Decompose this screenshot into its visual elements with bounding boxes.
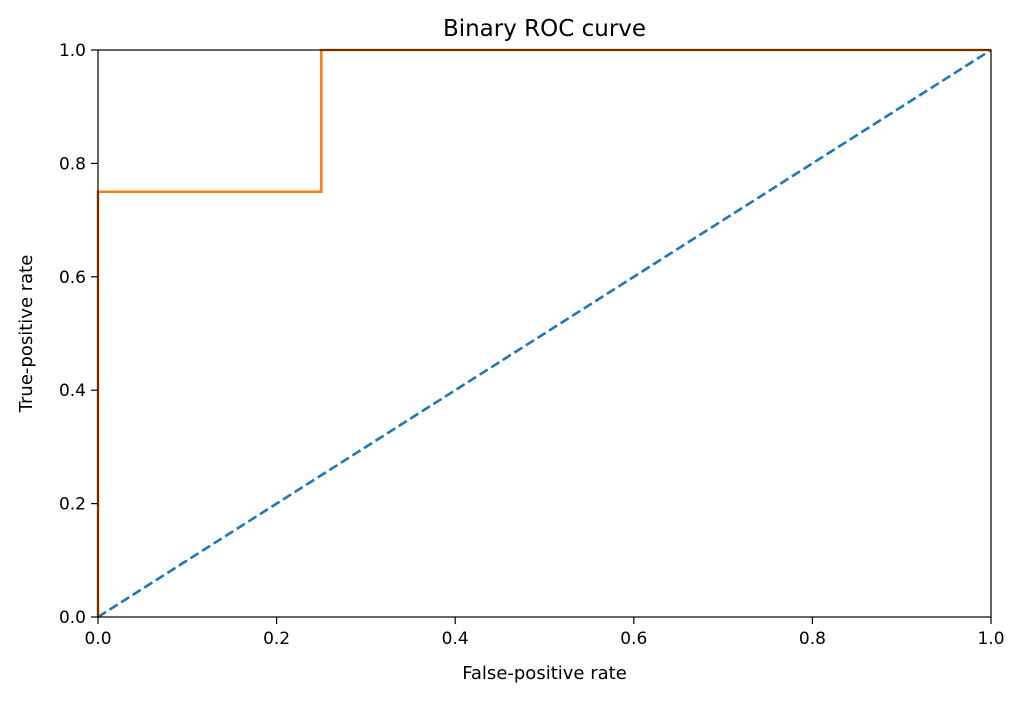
y-axis-label: True-positive rate (16, 255, 37, 414)
x-axis-ticks: 0.0 0.2 0.4 0.6 0.8 1.0 (84, 617, 1005, 649)
x-tick-label: 0.8 (799, 629, 826, 649)
chance-diagonal-line (97, 48, 992, 619)
plot-area (96, 48, 992, 619)
y-tick-label: 0.0 (59, 608, 86, 628)
y-axis-ticks: 0.0 0.2 0.4 0.6 0.8 1.0 (59, 41, 98, 628)
chart-title: Binary ROC curve (443, 16, 646, 42)
x-tick-label: 0.0 (84, 629, 111, 649)
y-tick-label: 0.4 (59, 381, 86, 401)
x-tick-label: 0.2 (263, 629, 290, 649)
x-tick-label: 0.4 (442, 629, 469, 649)
x-tick-label: 0.6 (620, 629, 647, 649)
y-tick-label: 0.2 (59, 495, 86, 515)
y-tick-label: 1.0 (59, 41, 86, 61)
x-tick-label: 1.0 (977, 629, 1004, 649)
y-tick-label: 0.8 (59, 154, 86, 174)
x-axis-label: False-positive rate (462, 663, 627, 684)
y-tick-label: 0.6 (59, 268, 86, 288)
axes-frame (97, 49, 992, 618)
